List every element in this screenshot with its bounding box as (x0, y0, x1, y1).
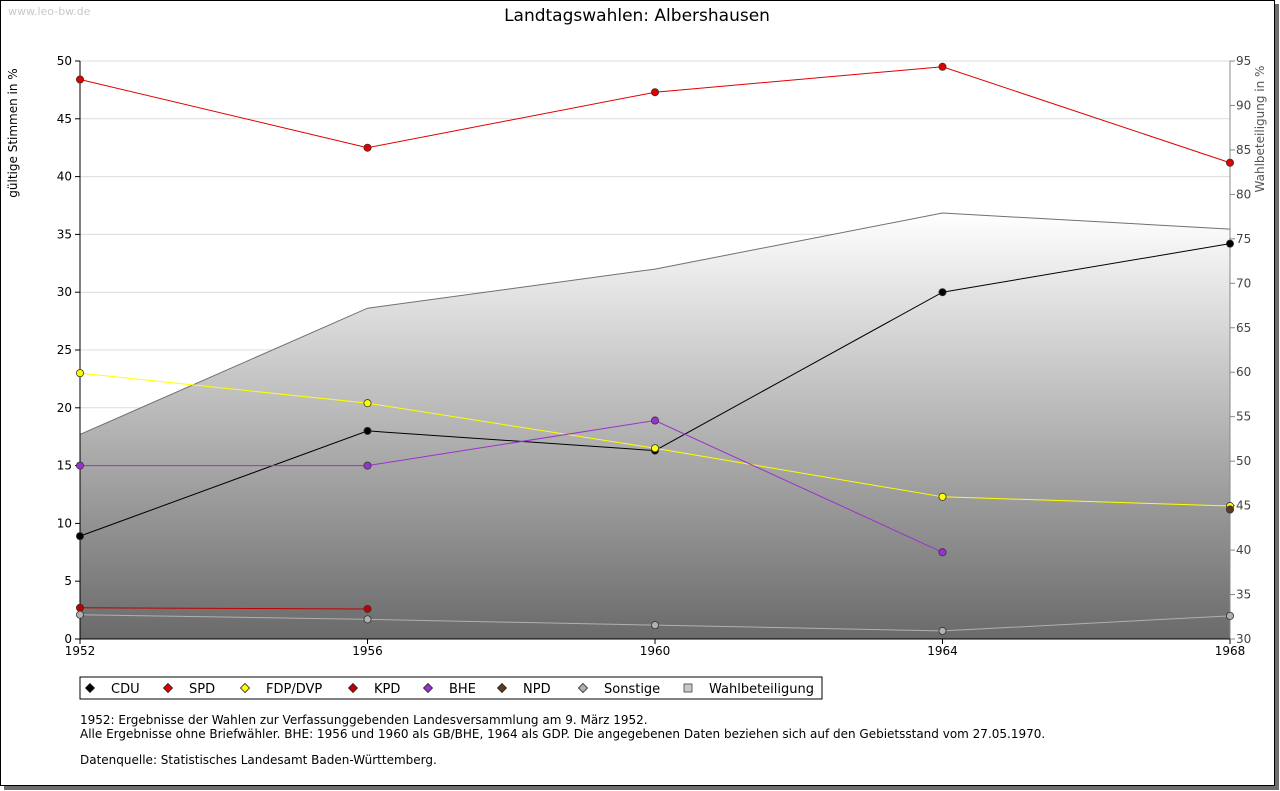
point-sonstige-1964 (938, 626, 947, 635)
y-axis-label: gültige Stimmen in % (6, 68, 20, 197)
y2-tick-label-55: 55 (1236, 410, 1251, 424)
point-sonstige-1952 (76, 610, 85, 619)
turnout-area-line (79, 212, 1231, 435)
y-tick-label-20: 20 (57, 401, 72, 415)
y2-tick-label-60: 60 (1236, 365, 1251, 379)
turnout-area (79, 212, 1231, 639)
series-points (76, 62, 1235, 635)
legend-label-bhe: BHE (449, 682, 476, 697)
point-bhe-1964 (938, 548, 947, 557)
y2-tick-label-80: 80 (1236, 187, 1251, 201)
legend-swatch-kpd (347, 682, 359, 694)
series-line-spd (79, 66, 1231, 164)
point-fdp-dvp-1956 (363, 399, 372, 408)
data-source: Datenquelle: Statistisches Landesamt Bad… (80, 753, 437, 767)
point-spd-1952 (76, 75, 85, 84)
legend-swatch-spd (162, 682, 174, 694)
y-tick-label-0: 0 (64, 632, 72, 646)
legend-label-npd: NPD (523, 682, 551, 697)
legend-swatch-npd (496, 682, 508, 694)
legend: CDU SPD FDP/DVP KPD BHE NPD Sonstige Wahlbeteil… (84, 682, 814, 697)
x-tick-label-1952: 1952 (65, 644, 96, 658)
y-axis-ticks: 0 5 10 15 20 25 30 35 40 45 50 (57, 54, 80, 646)
y-tick-label-30: 30 (57, 285, 72, 299)
point-cdu-1968 (1226, 239, 1235, 248)
point-spd-1964 (938, 62, 947, 71)
y2-tick-label-75: 75 (1236, 232, 1251, 246)
point-bhe-1956 (363, 461, 372, 470)
y2-tick-label-50: 50 (1236, 454, 1251, 468)
y-tick-label-5: 5 (64, 574, 72, 588)
series-line-kpd (79, 607, 368, 610)
point-fdp-dvp-1964 (938, 492, 947, 501)
point-npd-1968 (1226, 505, 1235, 514)
legend-label-cdu: CDU (111, 682, 140, 697)
chart-title: Landtagswahlen: Albershausen (504, 6, 770, 26)
legend-label-spd: SPD (189, 682, 215, 697)
point-bhe-1960 (651, 416, 660, 425)
point-sonstige-1968 (1226, 611, 1235, 620)
legend-label-fdp-dvp: FDP/DVP (266, 682, 322, 697)
note-line-1: 1952: Ergebnisse der Wahlen zur Verfassu… (80, 713, 648, 727)
y2-tick-label-30: 30 (1236, 632, 1251, 646)
y-tick-label-45: 45 (57, 112, 72, 126)
point-sonstige-1956 (363, 615, 372, 624)
point-fdp-dvp-1960 (651, 444, 660, 453)
y-tick-label-50: 50 (57, 54, 72, 68)
point-fdp-dvp-1952 (76, 369, 85, 378)
legend-swatch-bhe (422, 682, 434, 694)
x-tick-label-1964: 1964 (927, 644, 958, 658)
y2-tick-label-85: 85 (1236, 143, 1251, 157)
legend-label-wahlbeteiligung: Wahlbeteiligung (709, 682, 814, 697)
x-tick-label-1956: 1956 (352, 644, 383, 658)
point-kpd-1956 (363, 604, 372, 613)
y2-tick-label-40: 40 (1236, 543, 1251, 557)
point-cdu-1956 (363, 426, 372, 435)
point-spd-1956 (363, 143, 372, 152)
point-spd-1960 (651, 88, 660, 97)
y2-tick-label-65: 65 (1236, 321, 1251, 335)
legend-swatch-fdp-dvp (239, 682, 251, 694)
legend-box (79, 676, 823, 700)
point-cdu-1964 (938, 288, 947, 297)
legend-swatch-wahlbeteiligung (683, 683, 693, 693)
point-sonstige-1960 (651, 621, 660, 630)
point-cdu-1952 (76, 532, 85, 541)
series-line-bhe (80, 419, 943, 553)
y2-tick-label-45: 45 (1236, 499, 1251, 513)
point-spd-1968 (1226, 158, 1235, 167)
note-line-2: Alle Ergebnisse ohne Briefwähler. BHE: 1… (80, 727, 1045, 741)
point-bhe-1952 (76, 461, 85, 470)
point-kpd-1952 (76, 603, 85, 612)
y2-tick-label-35: 35 (1236, 588, 1251, 602)
y-tick-label-10: 10 (57, 516, 72, 530)
x-tick-label-1960: 1960 (640, 644, 671, 658)
y2-tick-label-70: 70 (1236, 276, 1251, 290)
legend-label-kpd: KPD (374, 682, 400, 697)
legend-label-sonstige: Sonstige (604, 682, 660, 697)
y-tick-label-15: 15 (57, 459, 72, 473)
y-tick-label-25: 25 (57, 343, 72, 357)
y-tick-label-40: 40 (57, 170, 72, 184)
x-axis-ticks: 1952 1956 1960 1964 1968 (65, 639, 1246, 658)
y2-tick-label-95: 95 (1236, 54, 1251, 68)
x-tick-label-1968: 1968 (1215, 644, 1246, 658)
y2-axis-ticks: 30 35 40 45 50 55 60 65 70 75 80 85 90 95 (1230, 54, 1251, 646)
turnout-area-fill (80, 213, 1230, 639)
y-tick-label-35: 35 (57, 227, 72, 241)
legend-swatch-sonstige (577, 682, 589, 694)
y2-tick-label-90: 90 (1236, 98, 1251, 112)
y2-axis-label: Wahlbeteiligung in % (1253, 66, 1267, 193)
site-watermark: www.leo-bw.de (8, 5, 91, 18)
legend-swatch-cdu (84, 682, 96, 694)
